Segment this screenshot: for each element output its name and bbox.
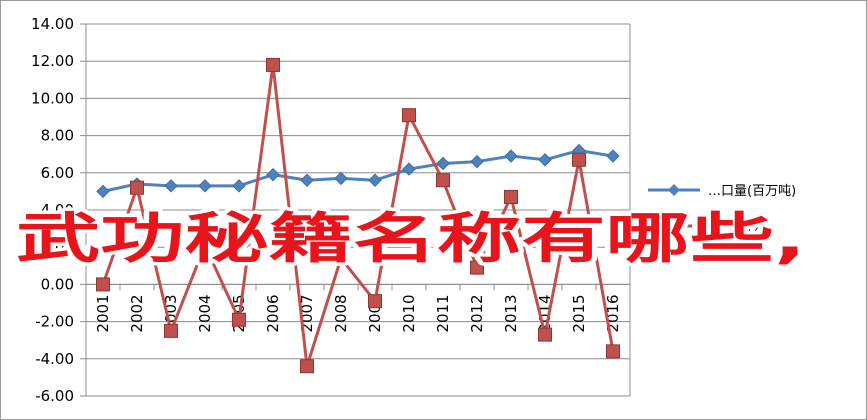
legend-label-2: …长率(%): [708, 219, 770, 235]
data-point-square: [96, 277, 110, 292]
series-lines: [96, 57, 620, 374]
data-point-diamond: [368, 173, 382, 187]
y-tick-label: -2.00: [35, 313, 74, 331]
data-point-square: [470, 260, 484, 275]
y-tick-label: -6.00: [35, 387, 74, 405]
data-point-diamond: [300, 173, 314, 187]
data-point-square: [402, 108, 416, 123]
data-point-diamond: [164, 179, 178, 193]
x-tick-label: 2011: [434, 294, 452, 332]
legend: …口量(百万吨) …长率(%): [648, 184, 796, 235]
data-point-square: [232, 312, 246, 327]
data-point-square: [300, 359, 314, 374]
data-point-square: [368, 294, 382, 309]
grid-lines: [86, 23, 630, 397]
data-point-diamond: [402, 162, 416, 176]
overlay-caption: 武功秘籍名称有哪些,武功秘籍名称有哪些,: [13, 204, 810, 274]
data-point-diamond: [96, 184, 110, 199]
legend-marker-square: [667, 219, 681, 233]
x-tick-label: 2008: [332, 294, 350, 332]
legend-label-1: …口量(百万吨): [708, 184, 796, 199]
x-tick-label: 2002: [128, 294, 146, 332]
x-tick-label: 2012: [468, 294, 486, 332]
data-point-square: [198, 238, 212, 253]
series-line-2: [101, 63, 615, 368]
data-point-square: [538, 327, 552, 342]
data-point-diamond: [538, 153, 552, 167]
data-point-square: [606, 344, 620, 359]
x-tick-label: 2013: [502, 294, 520, 332]
y-tick-label: 14.00: [31, 15, 74, 33]
data-point-diamond: [266, 167, 280, 182]
data-point-square: [130, 180, 144, 195]
y-tick-label: 10.00: [31, 89, 74, 107]
y-tick-label: -4.00: [35, 350, 74, 368]
series-line-1: [102, 148, 614, 193]
overlay-title-outline: 武功秘籍名称有哪些,: [16, 207, 806, 270]
data-point-square: [334, 251, 348, 266]
y-tick-label: 2.00: [41, 238, 74, 256]
y-tick-label: 12.00: [31, 52, 74, 70]
x-tick-label: 2004: [196, 294, 214, 332]
data-point-diamond: [334, 171, 348, 186]
y-tick-label: 4.00: [41, 201, 74, 219]
data-point-diamond: [198, 179, 212, 193]
legend-marker-diamond: [668, 184, 680, 196]
y-tick-labels: 14.00 12.00 10.00 8.00 6.00 4.00 2.00 0.00 -2.00…: [31, 15, 74, 405]
x-tick-label: 2015: [570, 294, 588, 332]
y-tick-label: 0.00: [41, 275, 74, 293]
data-point-diamond: [436, 156, 450, 171]
data-point-diamond: [504, 149, 518, 163]
overlay-title: 武功秘籍名称有哪些,: [16, 207, 806, 270]
y-tick-label: 6.00: [41, 164, 74, 182]
x-tick-label: 2010: [400, 294, 418, 332]
x-tick-label: 2006: [264, 294, 282, 332]
data-point-diamond: [606, 149, 620, 163]
y-tick-label: 8.00: [41, 127, 74, 145]
data-point-square: [572, 152, 586, 167]
data-point-diamond: [470, 154, 484, 169]
data-point-square: [266, 57, 280, 72]
data-point-square: [164, 323, 178, 338]
data-point-diamond: [232, 179, 246, 193]
data-point-square: [504, 189, 518, 204]
data-point-square: [436, 173, 450, 188]
axes: [80, 23, 631, 397]
x-tick-label: 2001: [94, 294, 112, 332]
